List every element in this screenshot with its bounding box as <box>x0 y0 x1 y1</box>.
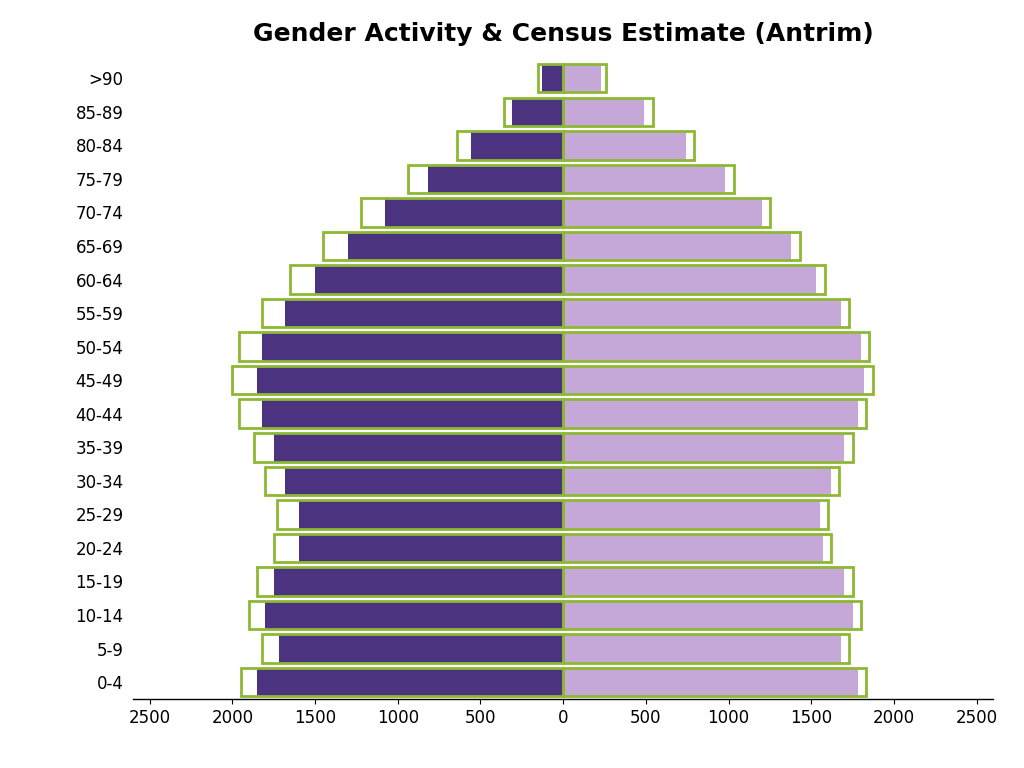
Bar <box>262 399 563 428</box>
Bar <box>286 466 563 495</box>
Bar <box>563 366 864 395</box>
Bar <box>262 299 563 327</box>
Bar <box>428 164 563 193</box>
Bar <box>563 634 841 663</box>
Bar <box>273 568 563 596</box>
Bar <box>563 98 644 126</box>
Bar <box>539 64 563 92</box>
Bar <box>315 265 563 294</box>
Bar <box>279 634 563 663</box>
Bar <box>232 366 563 395</box>
Bar <box>563 98 652 126</box>
Bar <box>273 433 563 462</box>
Bar <box>563 265 816 294</box>
Bar <box>563 500 819 528</box>
Bar <box>262 333 563 361</box>
Bar <box>563 131 686 160</box>
Bar <box>348 232 563 260</box>
Bar <box>563 466 831 495</box>
Bar <box>563 399 858 428</box>
Bar <box>257 568 563 596</box>
Bar <box>563 433 845 462</box>
Bar <box>361 198 563 227</box>
Bar <box>563 534 823 562</box>
Bar <box>471 131 563 160</box>
Bar <box>542 64 563 92</box>
Bar <box>563 668 858 697</box>
Bar <box>563 64 601 92</box>
Bar <box>265 601 563 629</box>
Bar <box>241 668 563 697</box>
Bar <box>563 131 694 160</box>
Bar <box>257 366 563 395</box>
Bar <box>563 366 872 395</box>
Bar <box>563 232 792 260</box>
Bar <box>265 466 563 495</box>
Bar <box>563 232 800 260</box>
Bar <box>563 601 853 629</box>
Bar <box>257 668 563 697</box>
Bar <box>563 198 762 227</box>
Bar <box>563 433 853 462</box>
Bar <box>458 131 563 160</box>
Bar <box>563 164 733 193</box>
Bar <box>563 333 869 361</box>
Bar <box>563 265 824 294</box>
Bar <box>563 466 840 495</box>
Bar <box>299 500 563 528</box>
Bar <box>504 98 563 126</box>
Bar <box>254 433 563 462</box>
Bar <box>273 534 563 562</box>
Bar <box>385 198 563 227</box>
Bar <box>239 399 563 428</box>
Bar <box>563 601 861 629</box>
Bar <box>239 333 563 361</box>
Bar <box>563 399 866 428</box>
Bar <box>262 634 563 663</box>
Bar <box>563 164 725 193</box>
Bar <box>563 198 770 227</box>
Bar <box>563 333 861 361</box>
Bar <box>563 500 827 528</box>
Bar <box>408 164 563 193</box>
Bar <box>290 265 563 294</box>
Bar <box>278 500 563 528</box>
Bar <box>563 64 606 92</box>
Bar <box>563 668 866 697</box>
Bar <box>249 601 563 629</box>
Bar <box>512 98 563 126</box>
Bar <box>563 534 831 562</box>
Bar <box>324 232 563 260</box>
Bar <box>563 299 849 327</box>
Title: Gender Activity & Census Estimate (Antrim): Gender Activity & Census Estimate (Antri… <box>253 22 873 45</box>
Bar <box>563 299 841 327</box>
Bar <box>299 534 563 562</box>
Bar <box>563 568 845 596</box>
Bar <box>563 568 853 596</box>
Bar <box>286 299 563 327</box>
Bar <box>563 634 849 663</box>
